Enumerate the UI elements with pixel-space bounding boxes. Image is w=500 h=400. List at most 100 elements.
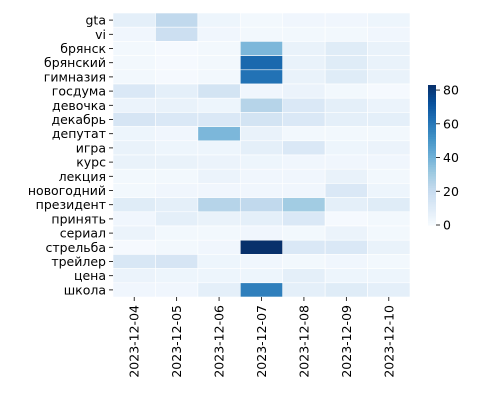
y-tick-label: gta [86, 13, 107, 28]
x-tick-label: 2023-12-09 [339, 305, 354, 378]
colorbar-segment [428, 218, 436, 221]
colorbar-tick-label: 20 [443, 184, 459, 199]
colorbar-segment [428, 213, 436, 217]
colorbar-segment [428, 131, 436, 135]
heatmap-cell [282, 239, 326, 255]
heatmap-cell [324, 168, 368, 184]
heatmap-cell [282, 268, 326, 284]
y-tick-label: декабрь [51, 112, 106, 127]
colorbar-segment [428, 124, 436, 128]
colorbar-tick-label: 80 [443, 83, 459, 98]
y-tick-label: игра [76, 140, 106, 155]
colorbar-segment [428, 206, 436, 210]
heatmap-cell [324, 197, 368, 213]
heatmap-cell [367, 168, 411, 184]
heatmap-cell [155, 268, 199, 284]
colorbar-segment [428, 204, 436, 207]
heatmap-cell [112, 69, 156, 85]
colorbar-tick-label: 40 [443, 150, 459, 165]
heatmap-cell [155, 225, 199, 241]
heatmap-cell [282, 126, 326, 142]
heatmap-cell [239, 69, 284, 85]
colorbar-segment [428, 190, 436, 193]
colorbar-segment [428, 110, 436, 114]
heatmap-cell [112, 55, 156, 71]
heatmap-cell [112, 197, 156, 213]
heatmap-cell [324, 112, 368, 127]
y-tick-label: девочка [52, 98, 106, 113]
heatmap-cell [324, 69, 368, 85]
heatmap-cell [155, 254, 199, 269]
colorbar-segment [428, 101, 436, 105]
heatmap-cell [112, 183, 156, 198]
heatmap-cell [155, 12, 199, 28]
colorbar-segment [428, 211, 436, 214]
colorbar-segment [428, 87, 436, 91]
colorbar-segment [428, 208, 436, 212]
heatmap-cell [112, 268, 156, 284]
heatmap-cell [197, 12, 241, 28]
heatmap-cell [112, 154, 156, 170]
heatmap-cell [282, 168, 326, 184]
heatmap-cell [324, 254, 368, 269]
heatmap-cell [324, 55, 368, 71]
colorbar-segment [428, 201, 436, 205]
x-tick-label: 2023-12-05 [169, 305, 184, 378]
heatmap-cell [282, 282, 326, 298]
heatmap-cell [112, 282, 156, 298]
heatmap-cell [367, 154, 411, 170]
y-tick-label: брянский [44, 55, 106, 70]
x-tick-label: 2023-12-10 [381, 305, 396, 378]
y-tick-label: принять [51, 211, 106, 226]
colorbar-segment [428, 148, 436, 151]
heatmap-cell [155, 140, 199, 156]
heatmap-cell [367, 126, 411, 142]
heatmap-cell [197, 55, 241, 71]
colorbar-segment [428, 176, 436, 179]
colorbar-segment [428, 96, 436, 100]
heatmap-cell [239, 26, 284, 42]
heatmap-cell [239, 55, 284, 71]
heatmap-cell [324, 239, 368, 255]
y-tick-label: президент [36, 197, 106, 212]
heatmap-cell [155, 211, 199, 227]
y-tick-label: трейлер [51, 254, 106, 269]
heatmap-cell [239, 97, 284, 113]
heatmap-cell [197, 268, 241, 284]
heatmap-cell [197, 140, 241, 156]
heatmap-cell [367, 69, 411, 85]
heatmap-cell [367, 97, 411, 113]
y-tick-label: курс [76, 155, 106, 170]
heatmap-cell [239, 12, 284, 28]
heatmap-cell [367, 239, 411, 255]
y-tick-label: школа [64, 282, 106, 297]
heatmap-cell [367, 112, 411, 127]
heatmap-cell [282, 83, 326, 99]
heatmap-cell [155, 112, 199, 127]
colorbar-segment [428, 143, 436, 147]
y-tick-label: цена [74, 268, 106, 283]
heatmap-cell [367, 183, 411, 198]
heatmap-cell [239, 126, 284, 142]
colorbar-segment [428, 120, 436, 123]
heatmap-cell [324, 26, 368, 42]
heatmap-cell [282, 41, 326, 56]
heatmap-cell [155, 97, 199, 113]
heatmap-cell [239, 140, 284, 156]
colorbar-segment [428, 141, 436, 144]
heatmap-cell [112, 225, 156, 241]
y-tick-label: лекция [59, 169, 106, 184]
heatmap-cell [324, 225, 368, 241]
colorbar-segment [428, 92, 436, 95]
colorbar-segment [428, 99, 436, 102]
heatmap-cell [112, 239, 156, 255]
heatmap-cell [155, 69, 199, 85]
heatmap-cell [197, 69, 241, 85]
heatmap-cell [239, 41, 284, 56]
colorbar-segment [428, 103, 436, 107]
heatmap-cell [282, 154, 326, 170]
colorbar-segment [428, 166, 436, 170]
colorbar-segment [428, 85, 436, 88]
colorbar-segment [428, 185, 436, 189]
heatmap-cell [367, 268, 411, 284]
